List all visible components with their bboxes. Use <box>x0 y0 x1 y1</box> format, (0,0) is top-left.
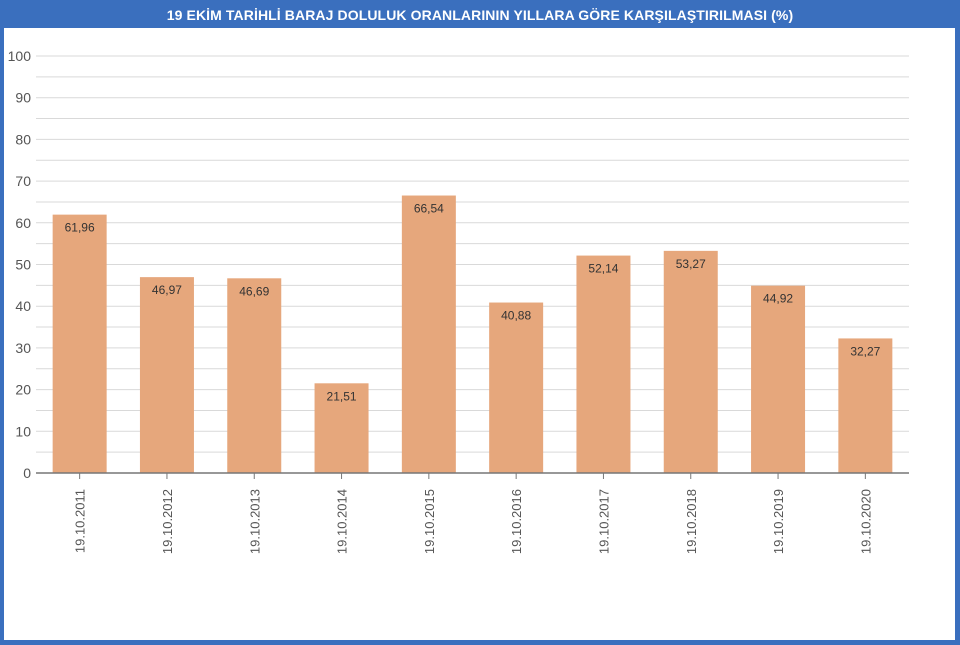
x-tick-label: 19.10.2019 <box>771 489 786 554</box>
bar <box>401 195 456 473</box>
x-tick-label: 19.10.2011 <box>73 489 88 553</box>
data-label: 46,69 <box>239 284 269 298</box>
bar <box>314 383 369 473</box>
data-label: 52,14 <box>588 262 618 276</box>
y-tick-label: 0 <box>23 465 31 481</box>
x-tick-label: 19.10.2016 <box>509 489 524 554</box>
x-tick-label: 19.10.2015 <box>422 489 437 554</box>
data-label: 40,88 <box>501 309 531 323</box>
x-tick-label: 19.10.2014 <box>335 489 350 554</box>
bar <box>838 338 893 473</box>
data-label: 66,54 <box>414 202 444 216</box>
data-label: 53,27 <box>676 257 706 271</box>
bar-chart: 0 10 20 30 40 50 60 70 80 90 100 61,96 46,97 46,69 21,… <box>8 48 909 554</box>
data-label: 21,51 <box>327 389 357 403</box>
bar <box>227 278 282 473</box>
data-label: 44,92 <box>763 292 793 306</box>
bar <box>489 302 544 473</box>
x-tick-label: 19.10.2012 <box>160 489 175 554</box>
data-label: 61,96 <box>65 221 95 235</box>
y-tick-label: 20 <box>15 382 31 398</box>
y-tick-label: 70 <box>15 173 31 189</box>
bar <box>576 255 631 473</box>
x-tick-label: 19.10.2013 <box>247 489 262 554</box>
data-label: 32,27 <box>850 344 880 358</box>
y-tick-label: 50 <box>15 257 31 273</box>
y-tick-label: 40 <box>15 298 31 314</box>
y-tick-label: 30 <box>15 340 31 356</box>
chart-title: 19 EKİM TARİHLİ BARAJ DOLULUK ORANLARINI… <box>166 7 794 23</box>
x-tick-label: 19.10.2020 <box>858 489 873 554</box>
x-tick-label: 19.10.2017 <box>596 489 611 554</box>
bar <box>52 214 107 473</box>
y-tick-label: 90 <box>15 90 31 106</box>
data-label: 46,97 <box>152 283 182 297</box>
y-tick-label: 60 <box>15 215 31 231</box>
x-tick-label: 19.10.2018 <box>684 489 699 554</box>
bar <box>663 250 718 473</box>
y-tick-label: 10 <box>15 423 31 439</box>
y-tick-label: 80 <box>15 131 31 147</box>
bar <box>751 285 806 473</box>
y-tick-label: 100 <box>8 48 32 64</box>
chart-panel: 0 10 20 30 40 50 60 70 80 90 100 61,96 46,97 46,69 21,… <box>4 28 955 640</box>
bar <box>139 277 194 473</box>
